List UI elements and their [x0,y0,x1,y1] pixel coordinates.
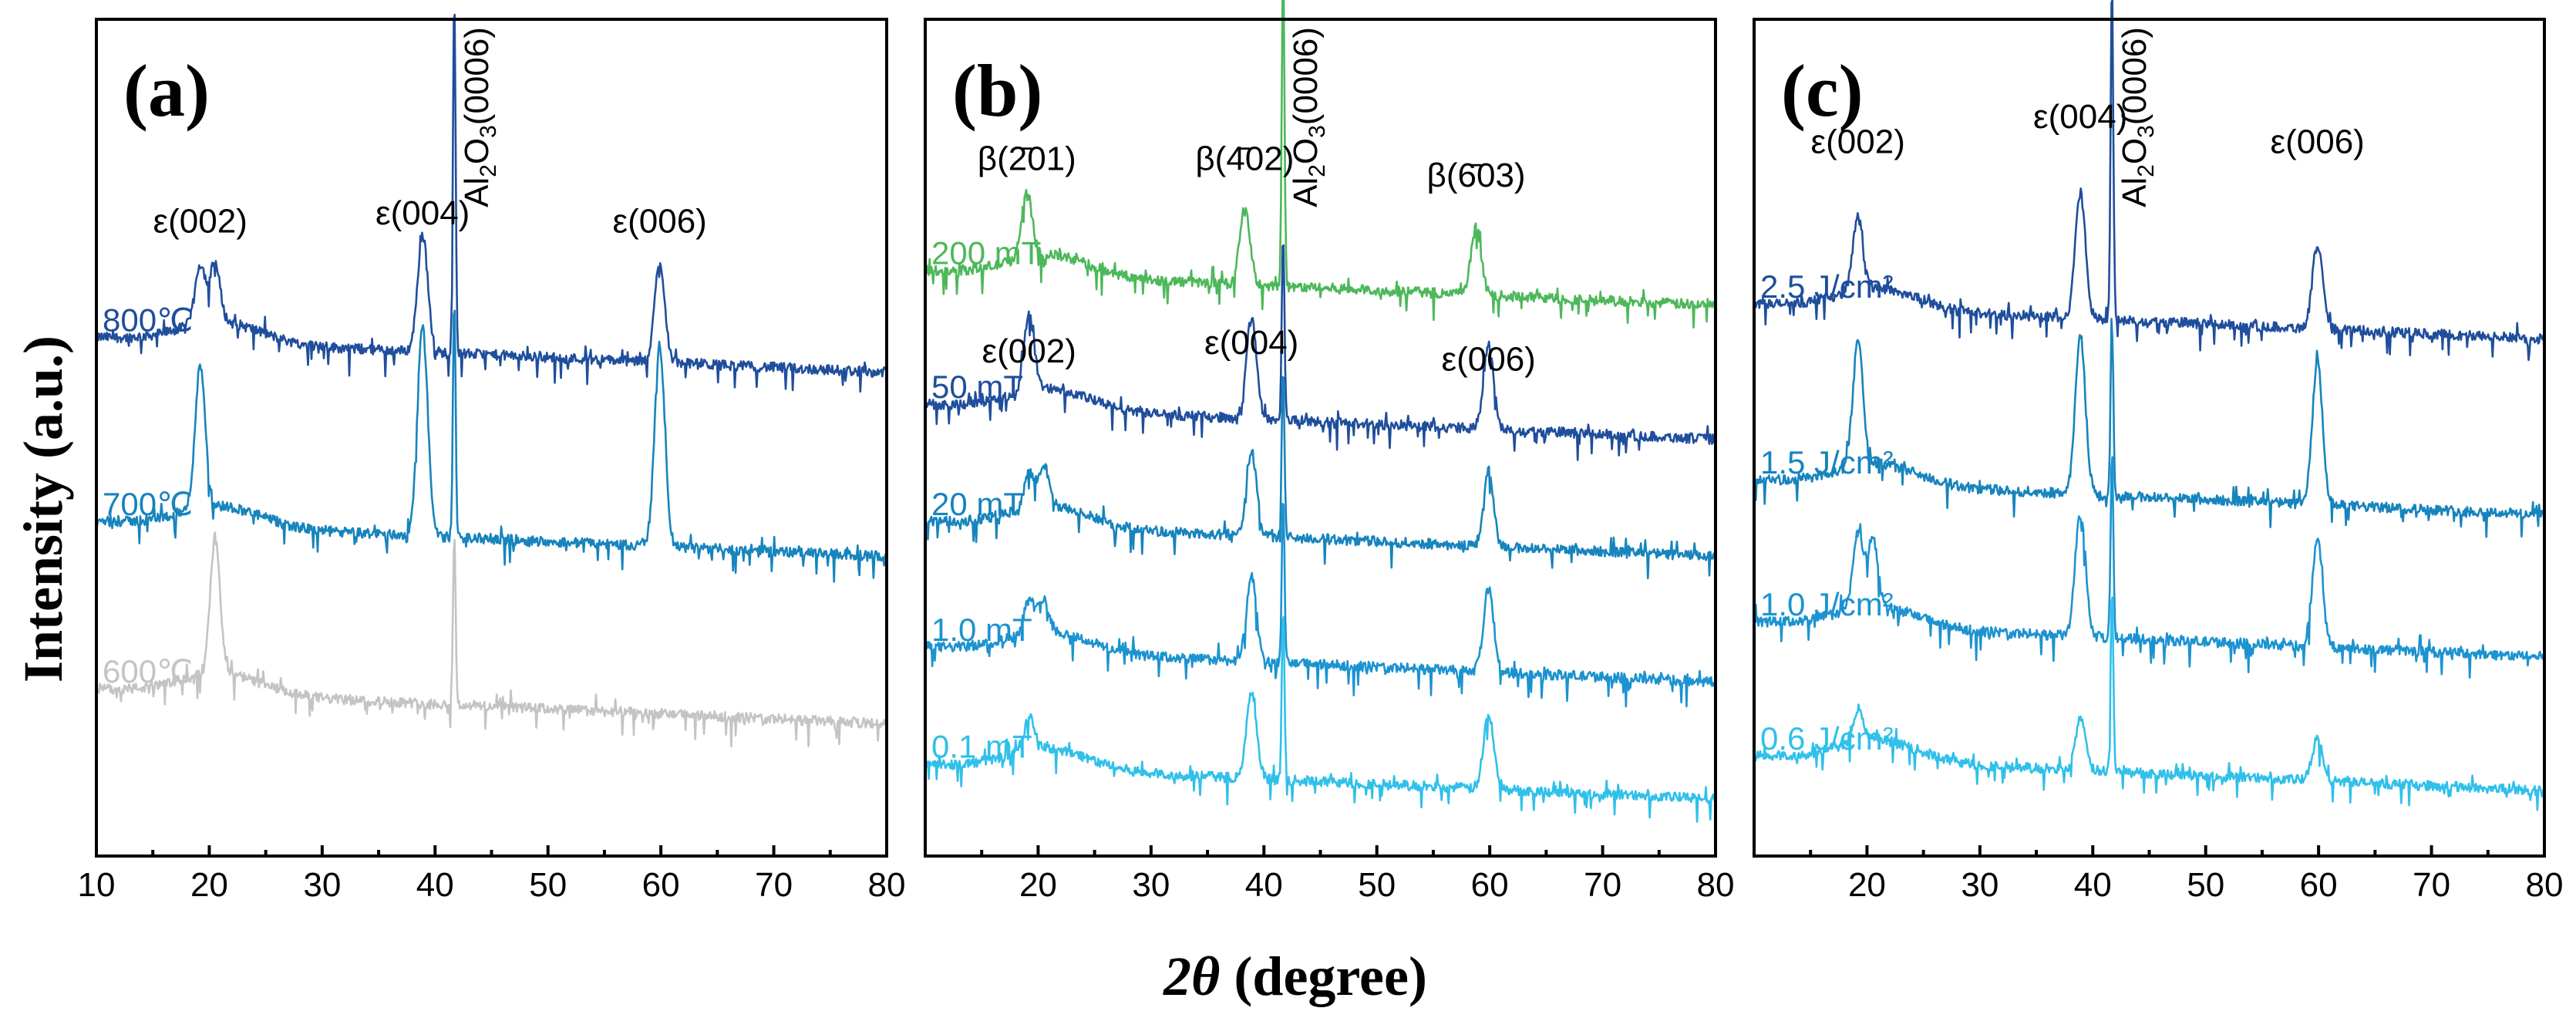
series-label: 1.0 mT [931,612,1032,648]
panel-b: 200 mT 50 mT 20 mT 1.0 mT 0.1 mT 20 30 40 50 60 70… [924,0,1735,904]
x-tick-label: 70 [2413,866,2450,904]
series-label: 50 mT [931,369,1023,405]
peak-label: ε(004) [375,194,470,232]
x-tick-label: 20 [190,866,228,904]
substrate-peak-label-part: 2 [2133,164,2159,177]
panel-label: (c) [1781,49,1864,132]
series-line-1 [1753,318,2546,538]
series-line-2 [1753,456,2545,679]
x-tick-label: 50 [2187,866,2224,904]
x-tick-label: 40 [416,866,454,904]
x-tick-label: 30 [1961,866,1999,904]
substrate-peak-label-part: Al [458,177,496,207]
series-line-1 [924,244,1717,461]
x-tick-label: 20 [1019,866,1057,904]
y-axis-label: Intensity (a.u.) [12,335,74,683]
series-line-3 [924,502,1717,708]
series-line-1 [95,309,888,583]
panel-c: 2.5 J/cm² 1.5 J/cm² 1.0 J/cm² 0.6 J/cm² 20 30… [1753,0,2564,904]
x-axis-label-theta: 2θ [1163,946,1220,1007]
peak-label: β(4̄02) [1195,140,1294,177]
substrate-peak-label-part: (0006) [458,27,496,125]
substrate-peak-label-part: O [1287,138,1325,164]
substrate-peak-label-part: O [2116,138,2153,164]
peak-label: ε(002) [982,332,1076,370]
peak-label: β(2̄01) [978,140,1076,177]
peak-label: ε(002) [153,203,247,241]
panel-label: (b) [952,49,1042,132]
panel-a: 800℃ 700℃ 600℃ 10 20 30 40 50 60 70 80 (a) ε(002) ε(0… [78,13,906,904]
substrate-peak-label-part: Al [1287,177,1325,207]
substrate-peak-label-part: O [458,138,496,164]
x-tick-label: 70 [755,866,793,904]
x-tick-label: 50 [529,866,567,904]
series-line-0 [95,13,888,393]
peak-label: ε(004) [1204,324,1298,362]
peak-label: β(6̄03) [1427,157,1526,194]
x-tick-label: 50 [1358,866,1396,904]
x-axis-label: 2θ (degree) [1163,946,1427,1007]
x-tick-label: 80 [2526,866,2564,904]
substrate-peak-label-part: 2 [476,164,501,177]
panel-label: (a) [123,49,210,132]
series-label: 20 mT [931,486,1023,522]
series-line-2 [95,531,888,748]
peak-label: ε(002) [1811,123,1905,161]
series-line-0 [1753,0,2546,363]
substrate-peak-label: Al2O3(0006) [458,27,501,207]
x-tick-label: 80 [1697,866,1735,904]
series-label: 0.1 mT [931,729,1032,765]
series-line-0 [924,0,1717,329]
peak-label: ε(004) [2033,98,2127,136]
x-tick-label: 40 [1245,866,1283,904]
peak-label: ε(006) [2271,123,2365,161]
substrate-peak-label-part: 3 [476,125,501,138]
substrate-peak-label-part: (0006) [1287,27,1325,125]
series-label: 1.0 J/cm² [1760,586,1894,622]
x-tick-label: 60 [642,866,680,904]
x-tick-label: 70 [1584,866,1621,904]
x-axis-label-unit: (degree) [1220,946,1427,1007]
series-label: 800℃ [103,302,193,338]
substrate-peak-label: Al2O3(0006) [2116,27,2159,207]
series-line-2 [924,376,1717,580]
x-tick-label: 30 [1132,866,1170,904]
peak-label: ε(006) [1442,341,1536,379]
substrate-peak-label-part: 3 [2133,125,2159,138]
peak-label: ε(006) [613,203,707,241]
substrate-peak-label: Al2O3(0006) [1287,27,1330,207]
series-label: 200 mT [931,235,1041,271]
series-line-4 [924,616,1717,823]
substrate-peak-label-part: Al [2116,177,2153,207]
substrate-peak-label-part: 2 [1305,164,1330,177]
series-label: 1.5 J/cm² [1760,444,1894,480]
x-tick-label: 40 [2074,866,2112,904]
series-label: 2.5 J/cm² [1760,268,1894,305]
substrate-peak-label-part: (0006) [2116,27,2153,125]
series-label: 700℃ [103,486,193,522]
series-line-3 [1753,596,2546,818]
x-tick-label: 30 [303,866,341,904]
series-label: 0.6 J/cm² [1760,720,1894,757]
x-tick-label: 60 [2300,866,2338,904]
series-label: 600℃ [103,653,193,689]
x-tick-label: 60 [1471,866,1509,904]
substrate-peak-label-part: 3 [1305,125,1330,138]
x-tick-label: 80 [868,866,906,904]
x-tick-label: 10 [78,866,116,904]
x-tick-label: 20 [1848,866,1886,904]
